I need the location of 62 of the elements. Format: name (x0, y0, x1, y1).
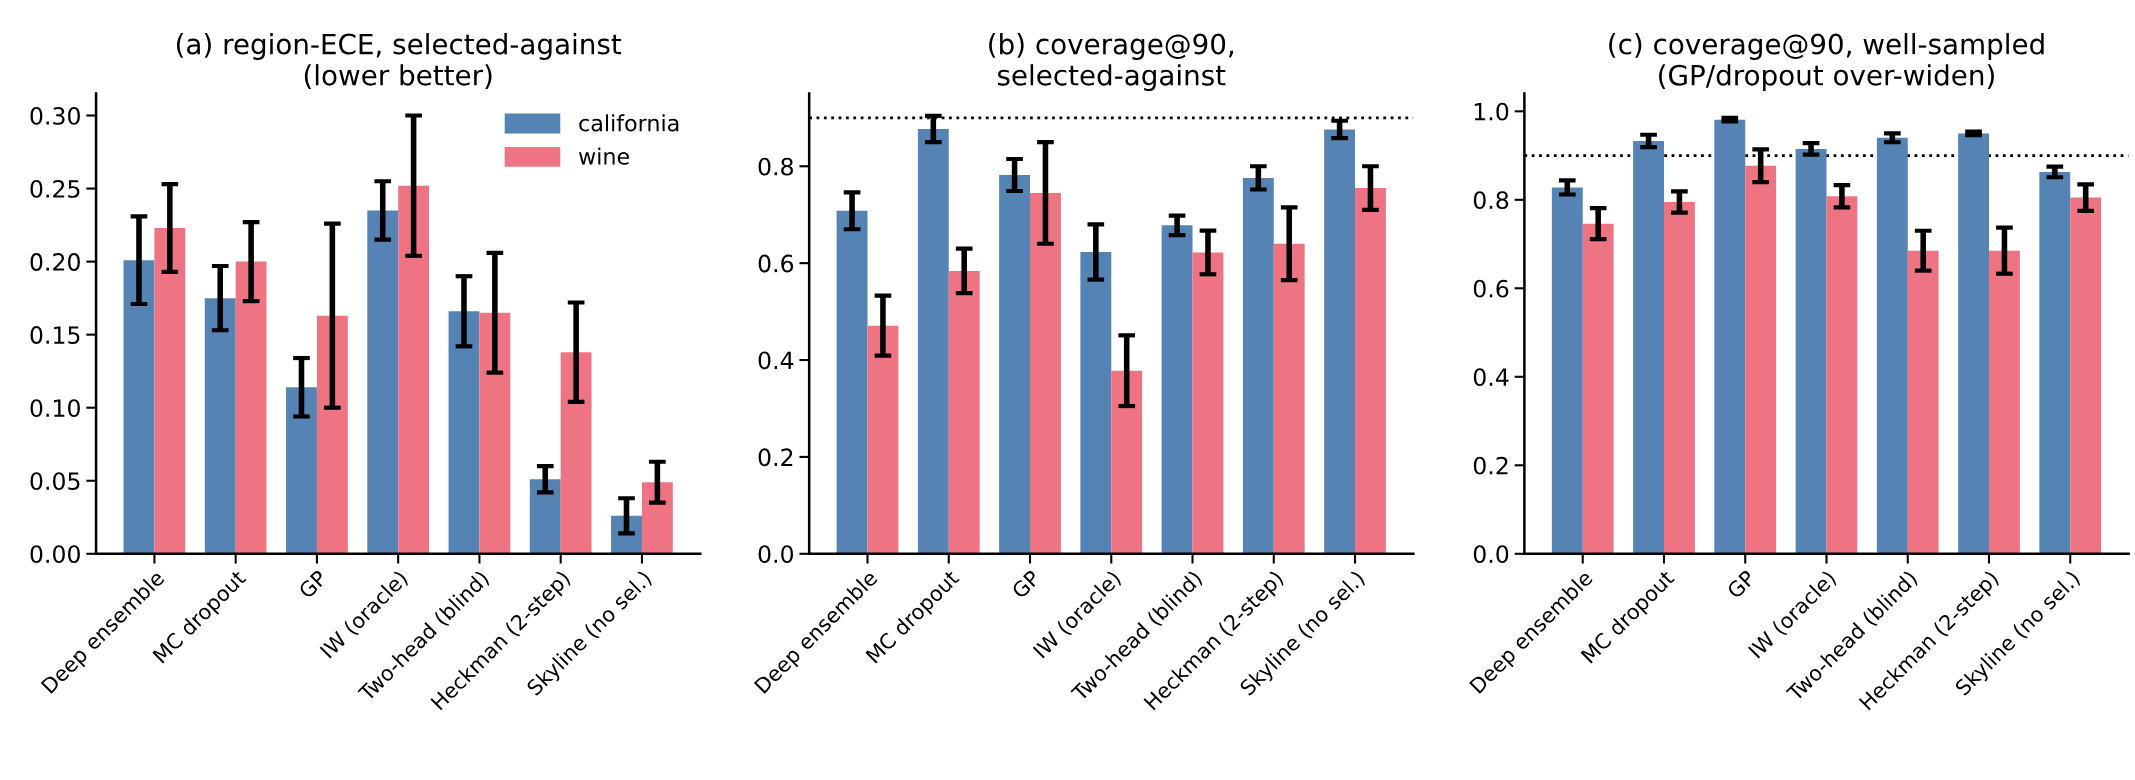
bar (398, 185, 430, 554)
bar (1826, 196, 1858, 554)
bar (1273, 243, 1305, 554)
y-tick-label: 0.00 (30, 545, 80, 564)
y-tick-label: 0.4 (758, 351, 794, 370)
bar (1633, 140, 1664, 554)
y-tick-label: 0.10 (30, 399, 80, 418)
chart-title: (b) coverage@90, selected-against (989, 33, 1234, 92)
bar (529, 479, 561, 554)
x-tick-label: GP (1726, 569, 1757, 600)
chart-title: (a) region-ECE, selected-against (lower better) (176, 33, 622, 89)
x-tick-label: GP (1010, 569, 1041, 600)
bar (204, 298, 236, 554)
bar (1989, 250, 2020, 554)
bar (1324, 129, 1356, 554)
y-tick-label: 1.0 (1474, 102, 1509, 121)
y-tick-label: 0.8 (1473, 191, 1509, 210)
y-tick-label: 0.2 (1473, 456, 1508, 475)
bar (367, 210, 399, 554)
bar (316, 315, 348, 554)
legend-label: wine (578, 147, 629, 165)
bar (1192, 252, 1224, 554)
x-tick-label: GP (297, 569, 328, 600)
legend-label: california (579, 114, 679, 132)
bar (154, 228, 186, 554)
y-tick-label: 0.20 (30, 253, 80, 271)
bar (1080, 252, 1112, 554)
y-tick-label: 0.4 (1473, 368, 1509, 387)
y-tick-label: 0.0 (758, 545, 794, 564)
bar (1030, 192, 1061, 554)
bar (948, 270, 980, 554)
y-tick-label: 0.05 (30, 472, 80, 491)
bar (836, 210, 868, 554)
bar (286, 387, 317, 554)
y-tick-label: 0.8 (758, 157, 793, 176)
bar (448, 311, 480, 554)
y-tick-label: 0.30 (30, 106, 80, 125)
y-tick-label: 0.2 (758, 448, 793, 467)
bar (1907, 250, 1939, 554)
y-tick-label: 0.6 (758, 254, 794, 273)
bar (560, 352, 592, 554)
y-tick-label: 0.15 (30, 326, 80, 344)
chart-title: (c) coverage@90, well-sampled (GP/dropout over-widen) (1609, 33, 2044, 92)
bar (867, 325, 899, 554)
bar (1161, 225, 1193, 554)
bar (1242, 177, 1274, 554)
bar (1663, 202, 1695, 554)
y-tick-label: 0.6 (1473, 279, 1509, 298)
bar (999, 174, 1031, 554)
bar (479, 312, 511, 554)
bar (123, 260, 155, 554)
bar (235, 261, 267, 554)
bar (1551, 187, 1583, 554)
bar (641, 482, 673, 554)
bar (917, 128, 949, 554)
bar (1355, 188, 1386, 554)
bar (1111, 370, 1143, 554)
y-tick-label: 0.0 (1473, 545, 1509, 564)
y-tick-label: 0.25 (30, 180, 80, 198)
bar (1582, 223, 1614, 554)
bar (1745, 165, 1777, 554)
bar (2070, 197, 2102, 554)
